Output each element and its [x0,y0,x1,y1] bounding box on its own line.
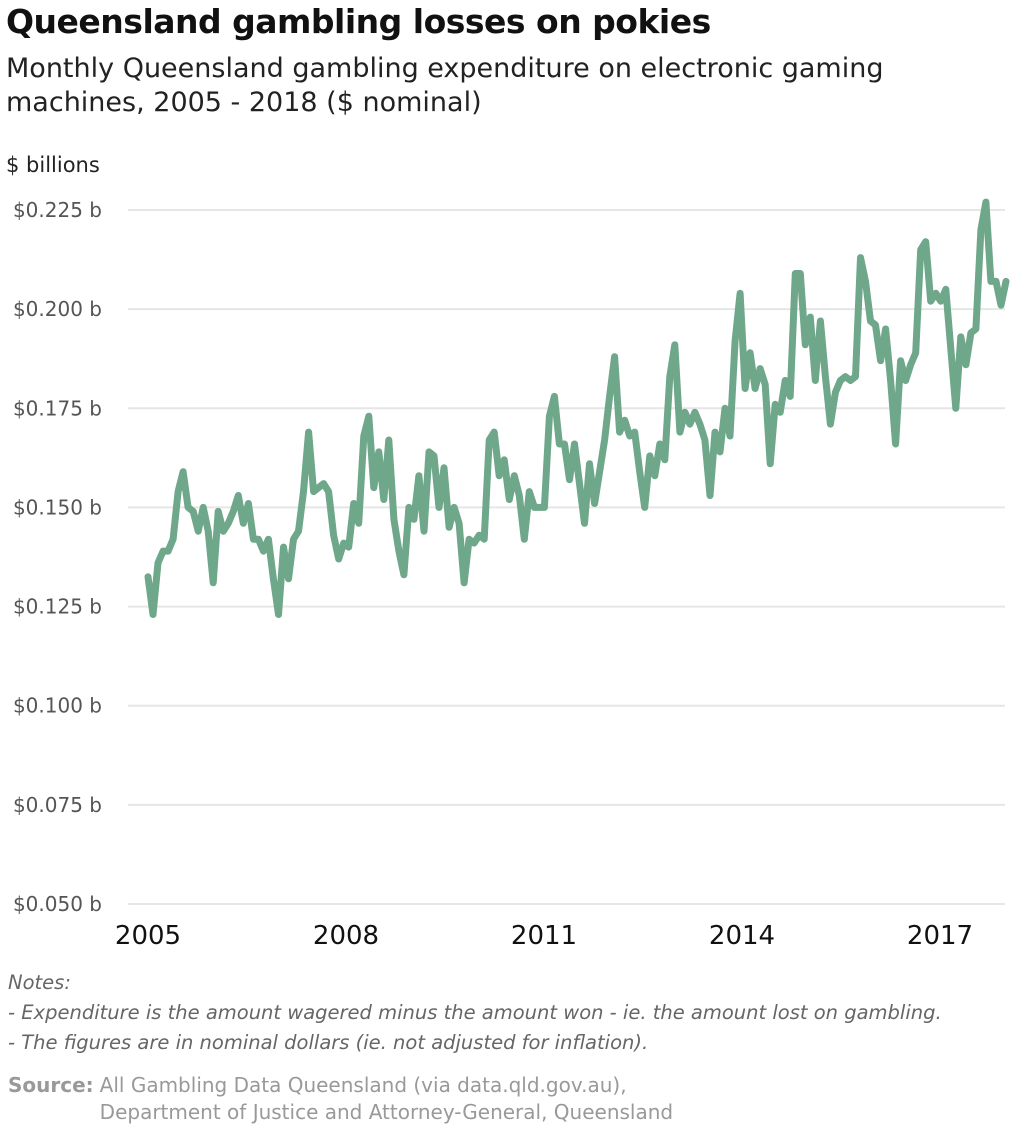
chart-title: Queensland gambling losses on pokies [6,2,711,41]
y-tick-label: $0.075 b [13,793,102,817]
y-tick-label: $0.125 b [13,595,102,619]
x-tick-label: 2014 [709,921,775,951]
gridlines [128,209,1005,905]
chart-subtitle: Monthly Queensland gambling expenditure … [6,53,884,118]
y-tick-label: $0.150 b [13,495,102,519]
notes: Notes: - Expenditure is the amount wager… [8,968,942,1058]
y-tick-label: $0.175 b [13,396,102,420]
y-tick-label: $0.225 b [13,198,102,222]
series-line [144,198,1010,618]
source-line: Department of Justice and Attorney-Gener… [99,1100,674,1124]
source-label: Source: [8,1073,94,1097]
y-axis-ticks: $0.050 b $0.075 b $0.100 b $0.125 b $0.150 b… [13,198,102,916]
x-tick-label: 2008 [313,921,379,951]
x-tick-label: 2005 [115,921,181,951]
x-tick-label: 2011 [511,921,577,951]
y-tick-label: $0.050 b [13,892,102,916]
line-chart: $ billions $0.050 b $0.075 b $0.100 b $0.12… [6,153,1010,951]
x-axis-ticks: 2005 2008 2011 2014 2017 [115,921,973,951]
source: Source: All Gambling Data Queensland (via… [8,1072,673,1126]
source-line: All Gambling Data Queensland (via data.q… [99,1073,627,1097]
y-axis-label: $ billions [6,153,100,177]
note-line: - Expenditure is the amount wagered minu… [8,1001,942,1024]
notes-heading: Notes: [8,971,71,994]
y-tick-label: $0.100 b [13,694,102,718]
x-tick-label: 2017 [907,921,973,951]
note-line: - The figures are in nominal dollars (ie… [8,1031,649,1054]
y-tick-label: $0.200 b [13,297,102,321]
